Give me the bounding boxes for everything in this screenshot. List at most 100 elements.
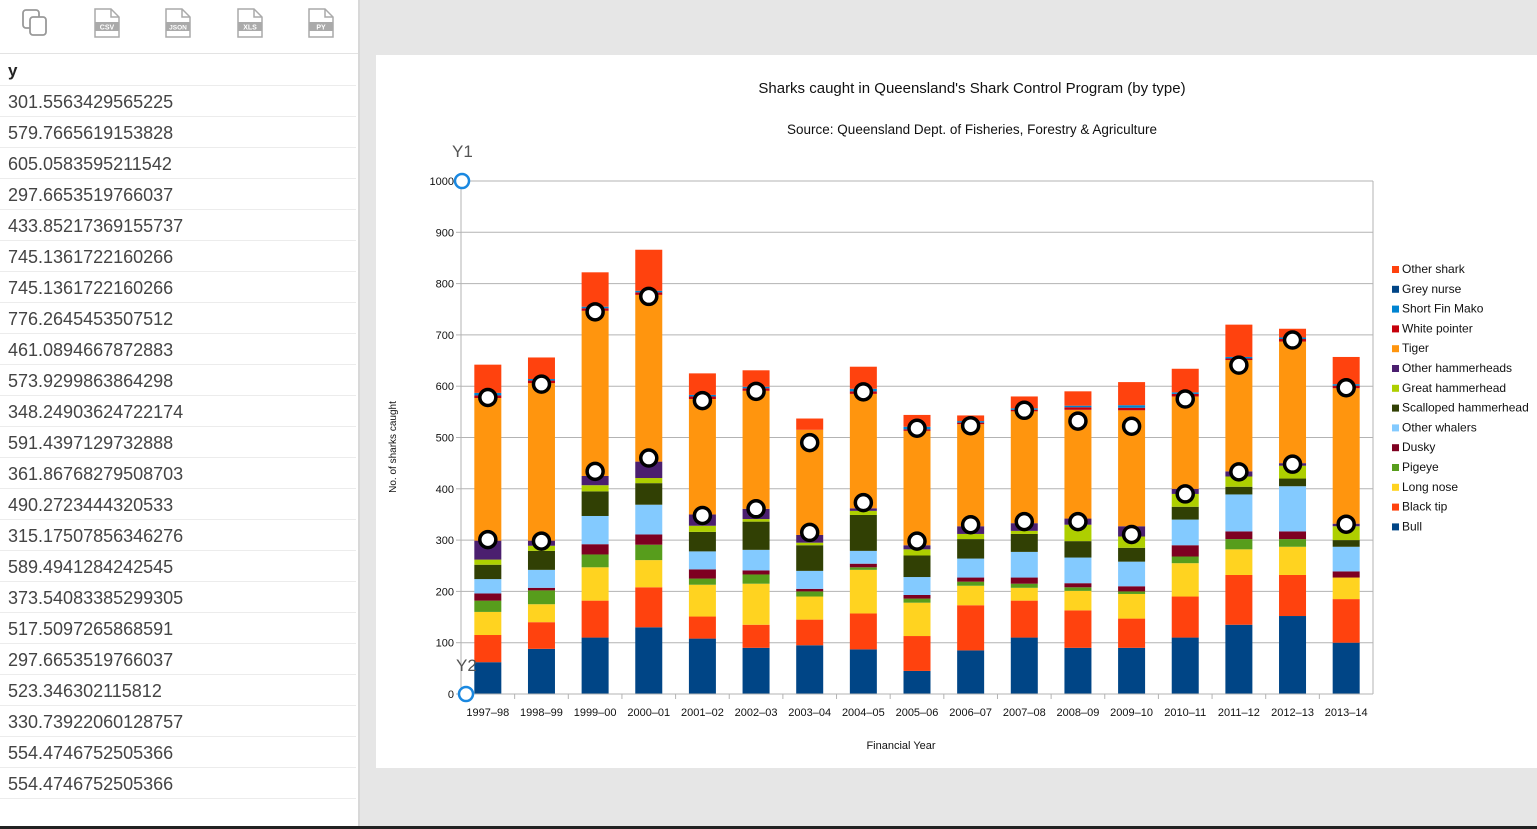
y2-axis-handle[interactable]: [457, 685, 475, 703]
bar-segment: [1332, 577, 1360, 600]
table-row[interactable]: 301.5563429565225: [0, 86, 356, 117]
stacked-bar-chart: Sharks caught in Queensland's Shark Cont…: [388, 80, 1529, 752]
bar-segment: [849, 393, 877, 509]
markers[interactable]: [478, 286, 1356, 551]
marker-point[interactable]: [1068, 411, 1088, 431]
legend-swatch: [1392, 266, 1399, 273]
bar-segment: [688, 531, 716, 552]
marker-point[interactable]: [907, 418, 927, 439]
table-row[interactable]: 745.1361722160266: [0, 241, 356, 272]
bar-segment: [1225, 360, 1253, 472]
table-row[interactable]: 433.85217369155737: [0, 210, 356, 241]
marker-point[interactable]: [853, 492, 874, 513]
marker-point[interactable]: [1336, 377, 1356, 398]
bar-segment: [1279, 478, 1307, 487]
marker-point[interactable]: [639, 286, 659, 307]
marker-point[interactable]: [478, 387, 498, 408]
bar-segment: [1225, 549, 1253, 575]
table-row[interactable]: 361.86768279508703: [0, 458, 356, 489]
table-row[interactable]: 373.54083385299305: [0, 582, 356, 613]
bar-segment: [581, 567, 609, 601]
marker-point[interactable]: [746, 499, 766, 519]
marker-point[interactable]: [1229, 355, 1249, 375]
table-row[interactable]: 461.0894667872883: [0, 334, 356, 365]
panel-divider[interactable]: [358, 0, 360, 829]
bar-segment: [903, 636, 931, 671]
table-row[interactable]: 591.4397129732888: [0, 427, 356, 458]
marker-point[interactable]: [1121, 416, 1142, 436]
json-file-icon[interactable]: JSON: [164, 7, 192, 44]
table-row[interactable]: 554.4746752505366: [0, 768, 356, 799]
bar-segment: [903, 598, 931, 603]
bar-segment: [1225, 494, 1253, 532]
marker-point[interactable]: [585, 461, 605, 482]
table-row[interactable]: 776.2645453507512: [0, 303, 356, 334]
bar-segment: [1010, 637, 1038, 694]
marker-point[interactable]: [1014, 511, 1035, 532]
marker-point[interactable]: [531, 374, 552, 394]
table-row[interactable]: 348.24903624722174: [0, 396, 356, 427]
marker-point[interactable]: [1175, 484, 1195, 504]
y-tick-label: 800: [436, 279, 454, 291]
marker-point[interactable]: [746, 381, 766, 402]
table-row[interactable]: 554.4746752505366: [0, 737, 356, 768]
xls-file-icon[interactable]: XLS: [236, 7, 264, 44]
marker-point[interactable]: [960, 514, 981, 535]
table-row[interactable]: 297.6653519766037: [0, 179, 356, 210]
marker-point[interactable]: [853, 382, 874, 402]
json-icon-label: JSON: [169, 25, 187, 32]
bar-segment: [1332, 540, 1360, 547]
table-row[interactable]: 330.73922060128757: [0, 706, 356, 737]
marker-point[interactable]: [478, 529, 498, 550]
y-tick-label: 900: [436, 227, 454, 239]
marker-point[interactable]: [1121, 524, 1142, 545]
table-row[interactable]: 517.5097265868591: [0, 613, 356, 644]
y1-handle-label: Y1: [452, 142, 473, 161]
marker-point[interactable]: [799, 522, 820, 543]
x-tick-label: 2001–02: [681, 707, 724, 719]
bar-segment: [688, 578, 716, 585]
table-row[interactable]: 745.1361722160266: [0, 272, 356, 303]
marker-point[interactable]: [531, 531, 552, 551]
marker-point[interactable]: [1282, 454, 1303, 474]
marker-point[interactable]: [799, 432, 820, 453]
marker-point[interactable]: [1336, 514, 1356, 534]
table-row[interactable]: 315.17507856346276: [0, 520, 356, 551]
marker-point[interactable]: [1068, 511, 1088, 532]
table-row[interactable]: 490.2723444320533: [0, 489, 356, 520]
marker-point[interactable]: [692, 505, 713, 526]
table-row[interactable]: 589.4941284242545: [0, 551, 356, 582]
marker-point[interactable]: [960, 415, 981, 436]
table-row[interactable]: 523.346302115812: [0, 675, 356, 706]
marker-point[interactable]: [585, 302, 605, 322]
marker-point[interactable]: [1229, 462, 1249, 482]
table-row[interactable]: 297.6653519766037: [0, 644, 356, 675]
bar-segment: [849, 550, 877, 564]
marker-point[interactable]: [1282, 330, 1303, 350]
marker-point[interactable]: [907, 531, 927, 551]
bar-segment: [1279, 546, 1307, 575]
bar-segment: [957, 585, 985, 606]
copy-icon[interactable]: [20, 7, 50, 44]
marker-point[interactable]: [692, 390, 713, 411]
bar-segment: [1064, 610, 1092, 648]
legend-label: Other hammerheads: [1402, 361, 1512, 375]
table-row[interactable]: 573.9299863864298: [0, 365, 356, 396]
marker-point[interactable]: [1175, 389, 1195, 409]
bar-segment: [474, 564, 502, 580]
y1-axis-handle[interactable]: [453, 172, 471, 190]
bar-segment: [903, 594, 931, 599]
marker-point[interactable]: [639, 448, 659, 468]
legend-swatch: [1392, 345, 1399, 353]
legend-label: Pigeye: [1402, 460, 1439, 474]
bar-segment: [1332, 546, 1360, 572]
csv-file-icon[interactable]: CSV: [93, 7, 121, 44]
marker-point[interactable]: [1014, 400, 1035, 421]
bar-segment: [1010, 600, 1038, 638]
bars: [474, 249, 1360, 694]
py-file-icon[interactable]: PY: [307, 7, 335, 44]
bar-segment: [474, 635, 502, 663]
table-row[interactable]: 605.0583595211542: [0, 148, 356, 179]
bar-segment: [1279, 341, 1307, 464]
table-row[interactable]: 579.7665619153828: [0, 117, 356, 148]
